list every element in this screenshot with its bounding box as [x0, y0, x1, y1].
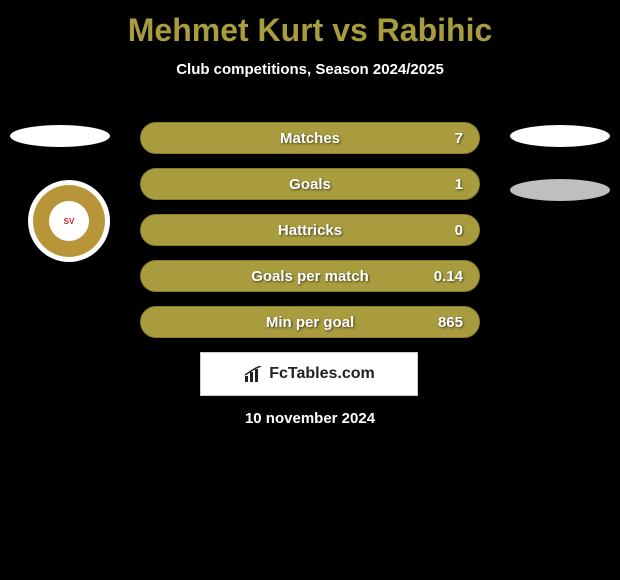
crest-top-text: SV	[64, 217, 75, 226]
page-title: Mehmet Kurt vs Rabihic	[0, 0, 620, 49]
stat-bar-goals: Goals 1	[140, 168, 480, 200]
stat-value: 0.14	[434, 268, 463, 285]
stat-bar-hattricks: Hattricks 0	[140, 214, 480, 246]
stat-bar-matches: Matches 7	[140, 122, 480, 154]
stat-label: Min per goal	[266, 314, 354, 331]
watermark-text: FcTables.com	[269, 365, 375, 383]
left-avatar-placeholder	[10, 125, 110, 147]
crest-ring: SV	[33, 185, 105, 257]
stat-label: Goals per match	[251, 268, 369, 285]
chart-icon	[243, 366, 263, 382]
stats-container: Matches 7 Goals 1 Hattricks 0 Goals per …	[140, 122, 480, 352]
crest-center: SV	[49, 201, 89, 241]
stat-label: Matches	[280, 130, 340, 147]
stat-value: 865	[438, 314, 463, 331]
watermark: FcTables.com	[200, 352, 418, 396]
stat-value: 0	[455, 222, 463, 239]
stat-label: Goals	[289, 176, 331, 193]
stat-bar-goals-per-match: Goals per match 0.14	[140, 260, 480, 292]
stat-value: 1	[455, 176, 463, 193]
club-crest: SV	[28, 180, 110, 262]
page-subtitle: Club competitions, Season 2024/2025	[0, 61, 620, 78]
right-avatar-placeholder-1	[510, 125, 610, 147]
stat-bar-min-per-goal: Min per goal 865	[140, 306, 480, 338]
stat-label: Hattricks	[278, 222, 342, 239]
right-avatar-placeholder-2	[510, 179, 610, 201]
date-text: 10 november 2024	[0, 410, 620, 427]
stat-value: 7	[455, 130, 463, 147]
